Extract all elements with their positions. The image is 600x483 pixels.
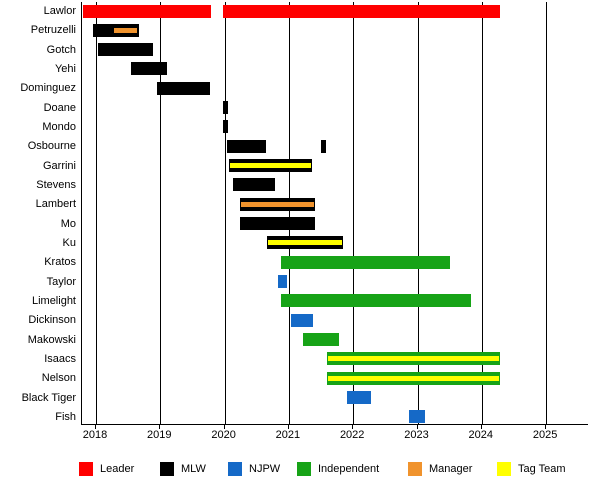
axis-tick-2024 xyxy=(480,425,482,429)
timeline-bar-dominguez-mlw xyxy=(157,81,211,95)
x-tick-label-2019: 2019 xyxy=(147,429,172,441)
gridline-2019 xyxy=(160,2,162,424)
axis-tick-2022 xyxy=(352,425,354,429)
timeline-bar-mondo-mlw xyxy=(223,120,229,134)
bar-stripe-manager xyxy=(241,201,315,207)
x-tick-label-2018: 2018 xyxy=(82,429,108,441)
timeline-bar-limelight-independent xyxy=(281,294,471,308)
bar-stripe-tagteam xyxy=(327,375,499,381)
legend-label-tag-team: Tag Team xyxy=(518,463,566,475)
timeline-bar-garrini-mlw xyxy=(229,159,313,173)
timeline-bar-makowski-independent xyxy=(303,333,340,347)
gridline-2020 xyxy=(224,2,226,424)
row-label-lawlor: Lawlor xyxy=(43,5,76,17)
x-tick-label-2024: 2024 xyxy=(468,429,494,441)
legend-label-mlw: MLW xyxy=(181,463,206,475)
axis-tick-2020 xyxy=(223,425,225,429)
timeline-bar-ku-mlw xyxy=(267,236,343,250)
timeline-bar-isaacs-independent xyxy=(326,352,500,366)
legend-swatch-independent xyxy=(297,462,311,476)
timeline-bar-mo-mlw xyxy=(240,217,316,231)
row-label-gotch: Gotch xyxy=(46,43,76,56)
axis-tick-2021 xyxy=(287,425,289,429)
x-tick-label-2025: 2025 xyxy=(532,429,558,441)
timeline-bar-taylor-njpw xyxy=(277,275,287,289)
row-label-taylor: Taylor xyxy=(46,275,76,288)
legend-swatch-manager xyxy=(408,462,422,476)
timeline-bar-lawlor-leader xyxy=(222,4,500,18)
timeline-bar-lawlor-leader xyxy=(83,4,212,18)
gridline-2023 xyxy=(417,2,419,424)
row-label-stevens: Stevens xyxy=(36,178,76,191)
legend-label-manager: Manager xyxy=(429,463,473,475)
row-label-makowski: Makowski xyxy=(27,333,76,346)
axis-tick-2025 xyxy=(545,425,547,429)
legend-label-independent: Independent xyxy=(318,463,380,475)
row-label-osbourne: Osbourne xyxy=(27,140,76,153)
legend-label-leader: Leader xyxy=(100,463,135,475)
row-label-ku: Ku xyxy=(62,236,76,249)
timeline-bar-petruzelli-mlw xyxy=(92,23,140,37)
timeline-bar-stevens-mlw xyxy=(232,178,275,192)
timeline-bar-osbourne-mlw xyxy=(227,139,266,153)
gridline-2025 xyxy=(546,2,548,424)
row-label-mondo: Mondo xyxy=(42,120,76,133)
row-label-isaacs: Isaacs xyxy=(44,352,76,365)
axis-tick-2019 xyxy=(159,425,161,429)
row-label-yehi: Yehi xyxy=(54,62,76,75)
timeline-bar-lambert-mlw xyxy=(240,197,316,211)
axis-tick-2023 xyxy=(416,425,418,429)
gridline-2018 xyxy=(96,2,97,424)
x-tick-label-2022: 2022 xyxy=(339,429,365,441)
legend-swatch-njpw xyxy=(228,462,242,476)
plot-area xyxy=(81,2,588,425)
timeline-bar-yehi-mlw xyxy=(130,62,167,76)
timeline-bar-osbourne-mlw xyxy=(321,139,326,153)
row-label-doane: Doane xyxy=(43,101,76,114)
row-label-dominguez: Dominguez xyxy=(20,82,76,95)
row-label-garrini: Garrini xyxy=(42,159,76,172)
timeline-bar-kratos-independent xyxy=(281,255,450,269)
timeline-bar-nelson-independent xyxy=(326,371,500,385)
row-label-nelson: Nelson xyxy=(41,372,76,385)
timeline-bar-fish-njpw xyxy=(409,410,426,424)
gridline-2024 xyxy=(481,2,483,424)
legend-label-njpw: NJPW xyxy=(249,463,281,475)
bar-stripe-tagteam xyxy=(268,240,342,246)
gridline-2021 xyxy=(288,2,290,424)
row-label-black-tiger: Black Tiger xyxy=(21,391,76,404)
timeline-bar-doane-mlw xyxy=(223,101,229,115)
x-tick-label-2021: 2021 xyxy=(275,429,301,441)
bar-stripe-manager xyxy=(114,27,138,33)
timeline-bar-gotch-mlw xyxy=(97,43,153,57)
timeline-bar-black-tiger-njpw xyxy=(346,391,372,405)
row-label-limelight: Limelight xyxy=(31,294,76,307)
row-label-lambert: Lambert xyxy=(35,198,76,211)
row-label-fish: Fish xyxy=(55,410,76,423)
row-label-dickinson: Dickinson xyxy=(28,314,76,327)
x-tick-label-2020: 2020 xyxy=(211,429,236,441)
x-tick-label-2023: 2023 xyxy=(404,429,429,441)
row-label-petruzelli: Petruzelli xyxy=(30,24,76,37)
row-label-mo: Mo xyxy=(60,217,76,230)
row-label-kratos: Kratos xyxy=(44,256,76,269)
timeline-bar-dickinson-njpw xyxy=(290,313,313,327)
legend-swatch-tag-team xyxy=(497,462,511,476)
gridline-2022 xyxy=(353,2,355,424)
bar-stripe-tagteam xyxy=(230,163,312,169)
legend-swatch-leader xyxy=(79,462,93,476)
axis-tick-2018 xyxy=(95,425,96,429)
legend-swatch-mlw xyxy=(160,462,174,476)
bar-stripe-tagteam xyxy=(327,356,499,362)
